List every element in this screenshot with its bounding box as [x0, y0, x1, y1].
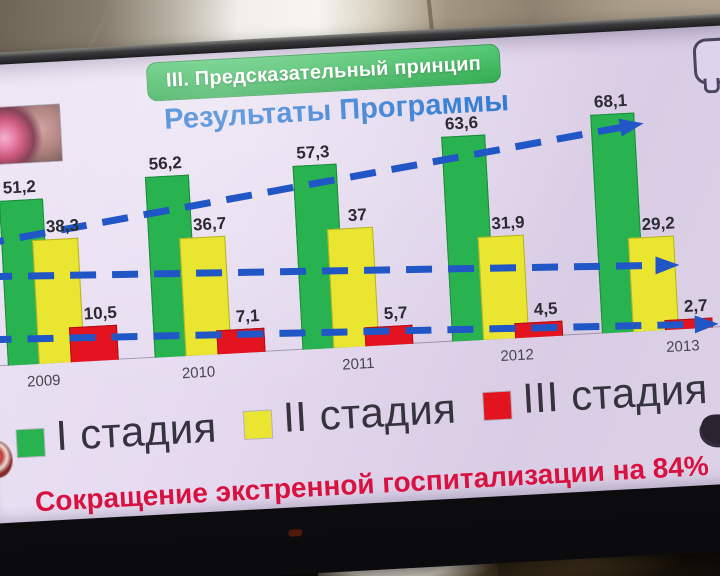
bar-stage3-2011 [364, 324, 414, 347]
bar-value-stage2-2013: 29,2 [641, 213, 676, 235]
bar-value-stage1-2010: 56,2 [148, 152, 183, 174]
legend-label-stage1: I стадия [54, 403, 219, 460]
bar-value-stage3-2013: 2,7 [683, 295, 709, 317]
tv-screen: III. Предсказательный принцип Результаты… [0, 24, 720, 524]
bar-value-stage3-2009: 10,5 [83, 302, 118, 324]
bar-value-stage2-2012: 31,9 [490, 212, 525, 234]
axis-label-year-2009: 2009 [26, 371, 61, 391]
bar-value-stage2-2011: 37 [347, 205, 368, 226]
bar-value-stage1-2011: 57,3 [295, 141, 330, 163]
legend-swatch-stage1 [16, 428, 45, 457]
bar-stage3-2012 [514, 320, 564, 339]
bar-value-stage1-2012: 63,6 [444, 112, 479, 134]
axis-label-year-2010: 2010 [181, 363, 216, 383]
bar-value-stage1-2009: 51,2 [2, 176, 37, 198]
legend-label-stage2: II стадия [281, 384, 458, 441]
axis-label-year-2012: 2012 [500, 346, 535, 366]
bar-value-stage2-2010: 36,7 [192, 213, 227, 235]
tv-indicator-light [288, 528, 303, 537]
bar-value-stage3-2010: 7,1 [235, 306, 260, 327]
bar-value-stage1-2013: 68,1 [593, 90, 628, 112]
axis-label-year-2013: 2013 [665, 337, 701, 357]
bar-stage3-2009 [68, 324, 119, 363]
tv-display: III. Предсказательный принцип Результаты… [0, 11, 720, 576]
bar-value-stage3-2012: 4,5 [533, 298, 558, 320]
bar-value-stage3-2011: 5,7 [383, 303, 408, 324]
legend-swatch-stage3 [483, 391, 512, 420]
bar-stage3-2010 [216, 327, 266, 355]
legend-label-stage3: III стадия [521, 364, 709, 422]
axis-label-year-2011: 2011 [341, 354, 375, 374]
bar-value-stage2-2009: 38,3 [45, 215, 80, 237]
legend-swatch-stage2 [243, 410, 273, 439]
